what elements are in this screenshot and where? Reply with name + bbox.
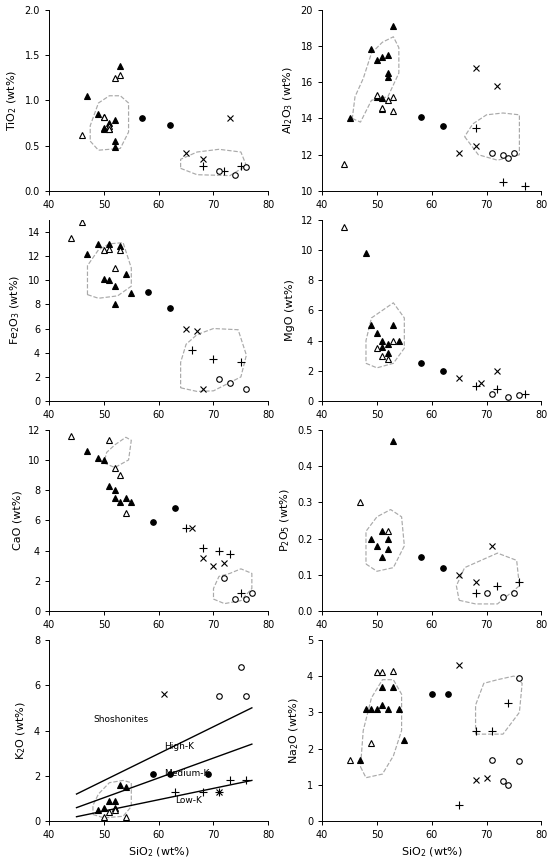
Text: Medium-K: Medium-K (164, 769, 210, 778)
Y-axis label: P$_2$O$_5$ (wt%): P$_2$O$_5$ (wt%) (279, 489, 292, 552)
X-axis label: SiO$_2$ (wt%): SiO$_2$ (wt%) (401, 846, 462, 860)
Y-axis label: Al$_2$O$_3$ (wt%): Al$_2$O$_3$ (wt%) (281, 67, 295, 134)
Text: Low-K: Low-K (175, 797, 202, 805)
Y-axis label: K$_2$O (wt%): K$_2$O (wt%) (15, 702, 28, 759)
X-axis label: SiO$_2$ (wt%): SiO$_2$ (wt%) (128, 846, 190, 860)
Y-axis label: MgO (wt%): MgO (wt%) (285, 279, 295, 342)
Text: High-K: High-K (164, 742, 194, 751)
Y-axis label: TiO$_2$ (wt%): TiO$_2$ (wt%) (6, 69, 19, 131)
Y-axis label: Fe$_2$O$_3$ (wt%): Fe$_2$O$_3$ (wt%) (8, 275, 22, 345)
Y-axis label: Na$_2$O (wt%): Na$_2$O (wt%) (288, 697, 301, 764)
Y-axis label: CaO (wt%): CaO (wt%) (12, 490, 22, 550)
Text: Shoshonites: Shoshonites (93, 714, 148, 724)
